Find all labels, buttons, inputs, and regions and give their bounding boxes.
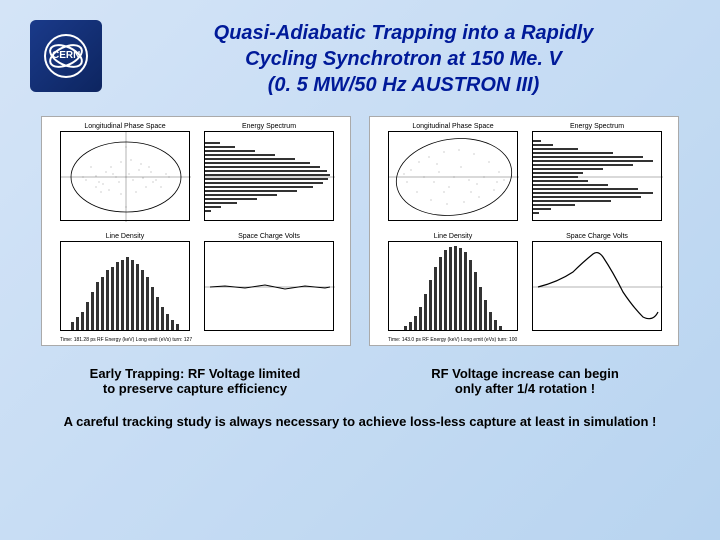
subplot-line-density-right: Line Density bbox=[388, 241, 518, 331]
subplot-space-charge-right: Space Charge Volts bbox=[532, 241, 662, 331]
caption-left-line1: Early Trapping: RF Voltage limited bbox=[47, 366, 344, 381]
subplot-energy-spectrum-left: Energy Spectrum bbox=[204, 131, 334, 221]
subplot-space-charge-left: Space Charge Volts bbox=[204, 241, 334, 331]
footer-text-left: Time: 181.28 ps RF Energy (keV) Long emi… bbox=[60, 337, 192, 343]
subplot-phase-space-right: Longitudinal Phase Space bbox=[388, 131, 518, 221]
title-line-1: Quasi-Adiabatic Trapping into a Rapidly bbox=[117, 20, 690, 46]
caption-left-line2: to preserve capture efficiency bbox=[47, 381, 344, 396]
subplot-title: Longitudinal Phase Space bbox=[389, 123, 517, 130]
subplot-title: Line Density bbox=[61, 233, 189, 240]
caption-right-line2: only after 1/4 rotation ! bbox=[377, 381, 674, 396]
plot-group-left: Longitudinal Phase Space bbox=[41, 116, 351, 346]
caption-right-line1: RF Voltage increase can begin bbox=[377, 366, 674, 381]
title-line-3: (0. 5 MW/50 Hz AUSTRON III) bbox=[117, 72, 690, 98]
footer-note: A careful tracking study is always neces… bbox=[30, 414, 690, 429]
subplot-energy-spectrum-right: Energy Spectrum bbox=[532, 131, 662, 221]
subplot-title: Energy Spectrum bbox=[205, 123, 333, 130]
footer-text-right: Time: 143.0 ps RF Energy (keV) Long emit… bbox=[388, 337, 517, 343]
header: CERN Quasi-Adiabatic Trapping into a Rap… bbox=[30, 20, 690, 98]
subplot-line-density-left: Line Density bbox=[60, 241, 190, 331]
logo-text: CERN bbox=[52, 50, 80, 61]
subplot-title: Line Density bbox=[389, 233, 517, 240]
title-line-2: Cycling Synchrotron at 150 Me. V bbox=[117, 46, 690, 72]
subplot-title: Space Charge Volts bbox=[205, 233, 333, 240]
subplot-title: Longitudinal Phase Space bbox=[61, 123, 189, 130]
plot-group-right: Longitudinal Phase Space bbox=[369, 116, 679, 346]
captions-row: Early Trapping: RF Voltage limited to pr… bbox=[30, 366, 690, 396]
title-block: Quasi-Adiabatic Trapping into a Rapidly … bbox=[117, 20, 690, 98]
cern-logo: CERN bbox=[30, 20, 102, 92]
subplot-phase-space-left: Longitudinal Phase Space bbox=[60, 131, 190, 221]
caption-right: RF Voltage increase can begin only after… bbox=[377, 366, 674, 396]
subplot-title: Space Charge Volts bbox=[533, 233, 661, 240]
caption-left: Early Trapping: RF Voltage limited to pr… bbox=[47, 366, 344, 396]
subplot-title: Energy Spectrum bbox=[533, 123, 661, 130]
plots-row: Longitudinal Phase Space bbox=[30, 116, 690, 346]
